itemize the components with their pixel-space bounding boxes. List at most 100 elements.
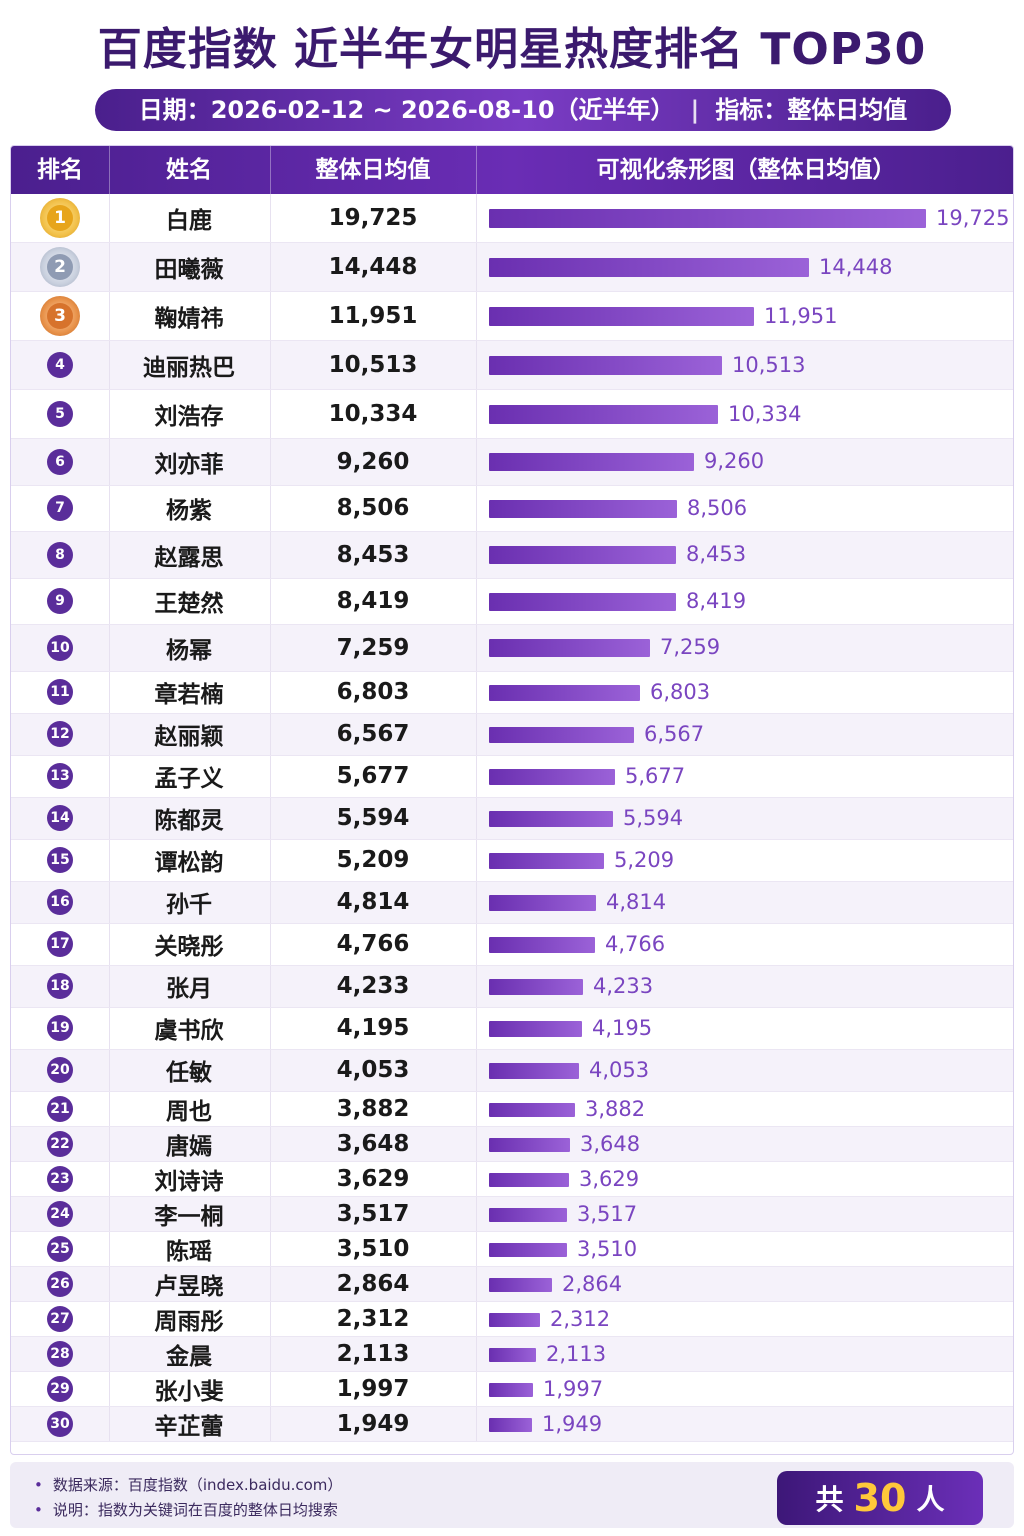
bar xyxy=(489,1137,570,1152)
bar-value-label: 3,517 xyxy=(577,1201,638,1226)
table-row: 24 李一桐 3,517 3,517 xyxy=(11,1196,1013,1232)
bronze-medal-icon: 3 xyxy=(40,296,80,336)
table-row: 6 刘亦菲 9,260 9,260 xyxy=(11,439,1013,486)
bar xyxy=(489,499,677,518)
name-cell: 王楚然 xyxy=(154,591,224,618)
bar xyxy=(489,1102,575,1117)
value-cell: 4,233 xyxy=(336,973,410,999)
bar xyxy=(489,1207,567,1222)
bar xyxy=(489,1172,569,1187)
bar-value-label: 3,882 xyxy=(585,1096,646,1121)
bar xyxy=(489,726,634,743)
value-cell: 2,113 xyxy=(336,1340,410,1367)
bar xyxy=(489,684,640,701)
name-cell: 周也 xyxy=(166,1098,212,1125)
rank-cell: 19 xyxy=(11,1008,109,1049)
name-cell: 金晨 xyxy=(166,1343,212,1370)
value-cell: 11,951 xyxy=(328,303,418,329)
header-value: 整体日均值 xyxy=(315,157,431,183)
rank-badge: 20 xyxy=(47,1057,73,1083)
rank-badge: 16 xyxy=(47,889,73,915)
name-cell: 杨幂 xyxy=(166,637,212,664)
rank-cell: 3 xyxy=(11,292,109,340)
silver-medal-icon: 2 xyxy=(40,247,80,287)
rank-badge: 19 xyxy=(47,1015,73,1041)
bar-value-label: 8,506 xyxy=(687,495,748,520)
table-row: 26 卢昱晓 2,864 2,864 xyxy=(11,1266,1013,1302)
rank-badge: 12 xyxy=(47,721,73,747)
bar xyxy=(489,307,754,326)
date-range-pill: 日期：2026-02-12 ~ 2026-08-10（近半年） | 指标：整体日均值 xyxy=(95,89,951,131)
rank-badge: 25 xyxy=(47,1235,73,1262)
rank-cell: 16 xyxy=(11,882,109,923)
name-cell: 陈瑶 xyxy=(166,1238,212,1265)
rank-cell: 25 xyxy=(11,1232,109,1266)
name-cell: 张月 xyxy=(166,976,212,1002)
rank-cell: 6 xyxy=(11,439,109,485)
value-cell: 4,814 xyxy=(336,889,410,915)
rank-number: 1 xyxy=(47,205,73,231)
table-row: 2 田曦薇 14,448 14,448 xyxy=(11,243,1013,292)
rank-badge: 27 xyxy=(47,1305,73,1332)
bar-value-label: 9,260 xyxy=(704,449,765,473)
bar xyxy=(489,453,694,471)
rank-cell: 7 xyxy=(11,486,109,532)
bar xyxy=(489,1312,540,1327)
bar-value-label: 19,725 xyxy=(936,206,1010,230)
header-name: 姓名 xyxy=(166,157,212,183)
name-cell: 张小斐 xyxy=(154,1378,224,1405)
value-cell: 7,259 xyxy=(336,634,410,661)
value-cell: 1,949 xyxy=(336,1410,410,1437)
table-row: 16 孙千 4,814 4,814 xyxy=(11,881,1013,924)
value-cell: 8,506 xyxy=(336,495,410,522)
rank-cell: 20 xyxy=(11,1050,109,1091)
name-cell: 孟子义 xyxy=(154,766,224,792)
total-prefix: 共 xyxy=(815,1483,844,1516)
value-cell: 2,312 xyxy=(336,1305,410,1332)
value-cell: 3,629 xyxy=(336,1165,410,1192)
bar-value-label: 2,864 xyxy=(562,1271,623,1296)
bar-value-label: 7,259 xyxy=(660,635,721,659)
rank-badge: 28 xyxy=(47,1340,73,1367)
bar-value-label: 4,053 xyxy=(589,1057,650,1082)
rank-cell: 21 xyxy=(11,1092,109,1126)
rank-cell: 23 xyxy=(11,1162,109,1196)
page-title: 百度指数 近半年女明星热度排名 TOP30 xyxy=(97,24,927,75)
bar-value-label: 2,312 xyxy=(550,1306,611,1331)
rank-badge: 8 xyxy=(47,541,73,568)
rank-badge: 18 xyxy=(47,973,73,999)
table-row: 23 刘诗诗 3,629 3,629 xyxy=(11,1161,1013,1197)
name-cell: 李一桐 xyxy=(154,1203,224,1230)
bar-value-label: 4,814 xyxy=(606,889,667,914)
name-cell: 杨紫 xyxy=(166,498,212,525)
header-rank: 排名 xyxy=(37,157,83,183)
name-cell: 刘浩存 xyxy=(154,404,224,430)
footer: 数据来源：百度指数（index.baidu.com） 说明：指数为关键词在百度的… xyxy=(10,1462,1014,1528)
table-row: 5 刘浩存 10,334 10,334 xyxy=(11,390,1013,439)
bar xyxy=(489,894,596,911)
value-cell: 1,997 xyxy=(336,1375,410,1402)
bar-value-label: 3,648 xyxy=(580,1131,641,1156)
rank-badge: 30 xyxy=(47,1410,73,1437)
header-bar-chart: 可视化条形图（整体日均值） xyxy=(596,157,896,183)
rank-cell: 28 xyxy=(11,1337,109,1371)
table-row: 10 杨幂 7,259 7,259 xyxy=(11,625,1013,672)
rank-badge: 5 xyxy=(47,401,73,427)
table-row: 1 白鹿 19,725 19,725 xyxy=(11,194,1013,243)
rank-cell: 12 xyxy=(11,714,109,755)
name-cell: 赵露思 xyxy=(154,544,224,571)
bar-value-label: 6,567 xyxy=(644,721,705,746)
table-row: 14 陈都灵 5,594 5,594 xyxy=(11,797,1013,840)
name-cell: 迪丽热巴 xyxy=(143,355,235,381)
bar xyxy=(489,1382,533,1397)
name-cell: 关晓彤 xyxy=(154,934,224,960)
rank-number: 3 xyxy=(47,303,73,329)
value-cell: 9,260 xyxy=(336,448,410,475)
bar xyxy=(489,1242,567,1257)
table-row: 29 张小斐 1,997 1,997 xyxy=(11,1371,1013,1407)
value-cell: 8,453 xyxy=(336,541,410,568)
bar xyxy=(489,852,604,869)
value-cell: 3,648 xyxy=(336,1130,410,1157)
table-row: 27 周雨彤 2,312 2,312 xyxy=(11,1301,1013,1337)
bar-value-label: 2,113 xyxy=(546,1341,607,1366)
